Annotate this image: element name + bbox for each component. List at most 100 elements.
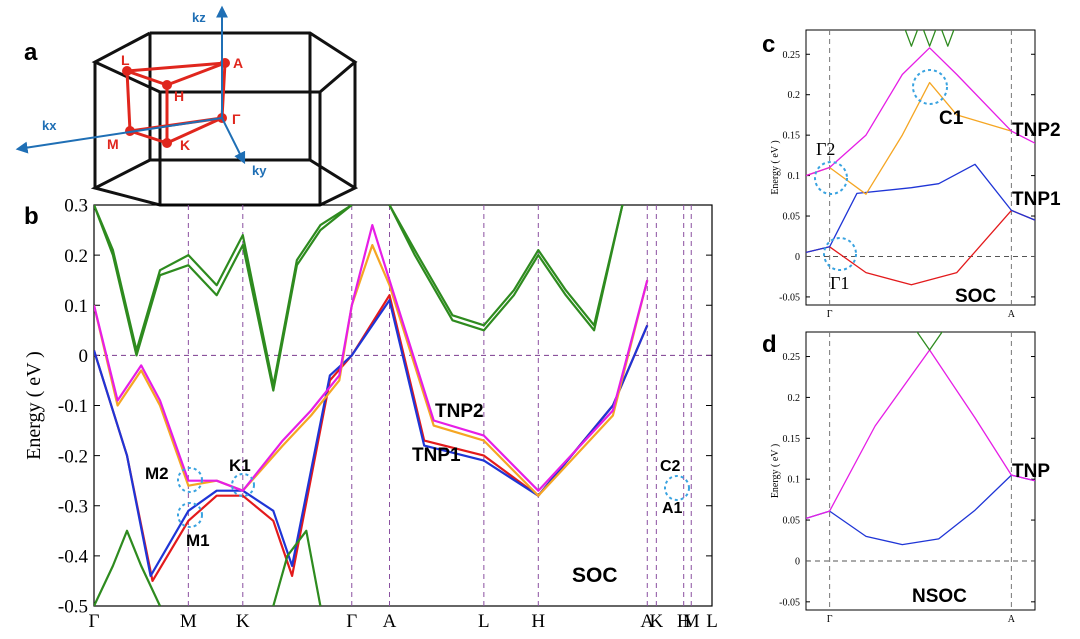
bz-label-K: K bbox=[180, 137, 190, 153]
bz-label-L: L bbox=[121, 52, 130, 68]
annotation-TNP2-c: TNP2 bbox=[1012, 120, 1061, 141]
series-band-4 bbox=[94, 224, 649, 492]
y-tick-label: -0.05 bbox=[779, 292, 800, 303]
y-tick-label: 0 bbox=[79, 346, 89, 367]
x-tick-label: L bbox=[478, 611, 490, 632]
series-band-8 bbox=[388, 205, 624, 327]
x-tick-label: Γ bbox=[827, 614, 833, 625]
series-band-5 bbox=[94, 205, 353, 392]
y-tick-label: 0.2 bbox=[64, 246, 88, 267]
annotation-SOC-b: SOC bbox=[572, 564, 618, 587]
y-tick-label: 0.1 bbox=[64, 296, 88, 317]
y-tick-label: 0.1 bbox=[788, 171, 801, 182]
y-tick-label: 0.15 bbox=[783, 434, 801, 445]
y-tick-label: 0.05 bbox=[783, 516, 801, 527]
y-tick-label: 0.25 bbox=[783, 352, 801, 363]
series-magenta bbox=[806, 349, 1035, 520]
series-blue bbox=[806, 163, 1035, 254]
kx-label: kx bbox=[42, 118, 57, 133]
annotation-M2: M2 bbox=[145, 464, 169, 483]
plot-frame bbox=[805, 331, 1036, 611]
y-tick-label: 0.05 bbox=[783, 212, 801, 223]
series-magenta bbox=[806, 47, 1035, 177]
series-green bbox=[916, 332, 943, 351]
panel-label-b: b bbox=[24, 203, 39, 230]
x-tick-label: K bbox=[649, 611, 663, 632]
x-tick-label: Γ bbox=[89, 611, 100, 632]
y-tick-label: 0 bbox=[795, 556, 800, 567]
x-tick-label: A bbox=[640, 611, 654, 632]
x-tick-label: A bbox=[1008, 614, 1016, 625]
bz-axis-labels: kz kx ky bbox=[42, 10, 267, 178]
y-tick-label: -0.4 bbox=[58, 547, 89, 568]
y-tick-label: -0.3 bbox=[58, 496, 88, 517]
highlight-circle-K1 bbox=[231, 473, 255, 497]
chart-d-annotations: TNP NSOC bbox=[912, 461, 1050, 607]
annotation-A1: A1 bbox=[662, 500, 683, 517]
series-band-6 bbox=[94, 205, 353, 387]
y-tick-label: 0.1 bbox=[788, 475, 801, 486]
panel-label-a: a bbox=[24, 39, 38, 66]
series-band-3 bbox=[94, 244, 649, 497]
x-tick-label: H bbox=[531, 611, 545, 632]
y-tick-label: -0.05 bbox=[779, 597, 800, 608]
x-tick-label: K bbox=[236, 611, 250, 632]
bz-path-edge bbox=[126, 69, 168, 87]
chart-d: -0.05 0 0.05 0.1 0.15 0.2 0.25 Energy ( eV ) Γ A bbox=[770, 331, 1036, 625]
panel-label-c: c bbox=[762, 31, 775, 58]
annotation-TNP1: TNP1 bbox=[412, 445, 461, 466]
bz-label-H: H bbox=[174, 88, 184, 104]
y-tick-label: 0.2 bbox=[788, 90, 801, 101]
bz-path-edge bbox=[129, 129, 168, 145]
bz-bottom-hexagon bbox=[90, 158, 359, 207]
x-tick-label: A bbox=[383, 611, 397, 632]
y-axis-label: Energy ( eV ) bbox=[770, 140, 781, 194]
annotation-K1: K1 bbox=[229, 456, 251, 475]
y-tick-label: 0.2 bbox=[788, 393, 801, 404]
kz-label: kz bbox=[192, 10, 206, 25]
x-tick-label: A bbox=[1008, 309, 1016, 320]
annotation-TNP1-c: TNP1 bbox=[1012, 189, 1061, 210]
y-tick-label: 0.3 bbox=[64, 196, 88, 217]
ky-axis-arrow bbox=[221, 117, 246, 165]
chart-b: -0.5 -0.4 -0.3 -0.2 -0.1 0 0.1 0.2 0.3 Energy ( e… bbox=[23, 196, 718, 632]
chart-b-annotations: M2 M1 K1 TNP2 TNP1 C2 A1 SOC bbox=[145, 401, 690, 587]
highlight-circle-gamma2 bbox=[814, 161, 848, 195]
y-tick-label: -0.5 bbox=[58, 597, 88, 618]
annotation-NSOC: NSOC bbox=[912, 586, 967, 607]
y-tick-label: -0.1 bbox=[58, 396, 88, 417]
annotation-M1: M1 bbox=[186, 531, 210, 550]
annotation-SOC-c: SOC bbox=[955, 286, 996, 307]
x-tick-label: Γ bbox=[827, 309, 833, 320]
bz-point-L bbox=[122, 66, 132, 76]
y-axis-label: Energy ( eV ) bbox=[770, 444, 781, 498]
ky-label: ky bbox=[252, 163, 267, 178]
bz-label-M: M bbox=[107, 136, 119, 152]
x-tick-label: Γ bbox=[346, 611, 357, 632]
highlight-circle-gamma1 bbox=[823, 237, 857, 271]
plot-frame bbox=[805, 29, 1036, 306]
bz-point-K bbox=[162, 138, 172, 148]
bz-label-A: A bbox=[233, 55, 243, 71]
x-tick-label: M bbox=[683, 611, 700, 632]
series-green bbox=[904, 30, 955, 47]
x-tick-label: M bbox=[180, 611, 197, 632]
series-band-9 bbox=[94, 529, 161, 606]
x-tick-label: L bbox=[706, 611, 718, 632]
bz-label-gamma: Γ bbox=[232, 111, 241, 127]
series-blue bbox=[806, 474, 1035, 546]
bz-points bbox=[122, 58, 230, 148]
y-axis-label: Energy ( eV ) bbox=[23, 351, 45, 460]
highlight-circle-C2 bbox=[664, 475, 690, 501]
annotation-gamma2: Γ2 bbox=[816, 139, 835, 159]
annotation-TNP-d: TNP bbox=[1012, 461, 1050, 482]
bz-path-edge bbox=[166, 116, 223, 145]
bz-frame bbox=[90, 31, 359, 207]
y-tick-label: 0.25 bbox=[783, 50, 801, 61]
series-band-1 bbox=[94, 294, 649, 582]
annotation-TNP2: TNP2 bbox=[435, 401, 484, 422]
panel-label-d: d bbox=[762, 331, 777, 358]
bz-point-labels: L A H Γ M K bbox=[107, 52, 243, 153]
bz-path-edge bbox=[166, 61, 226, 87]
